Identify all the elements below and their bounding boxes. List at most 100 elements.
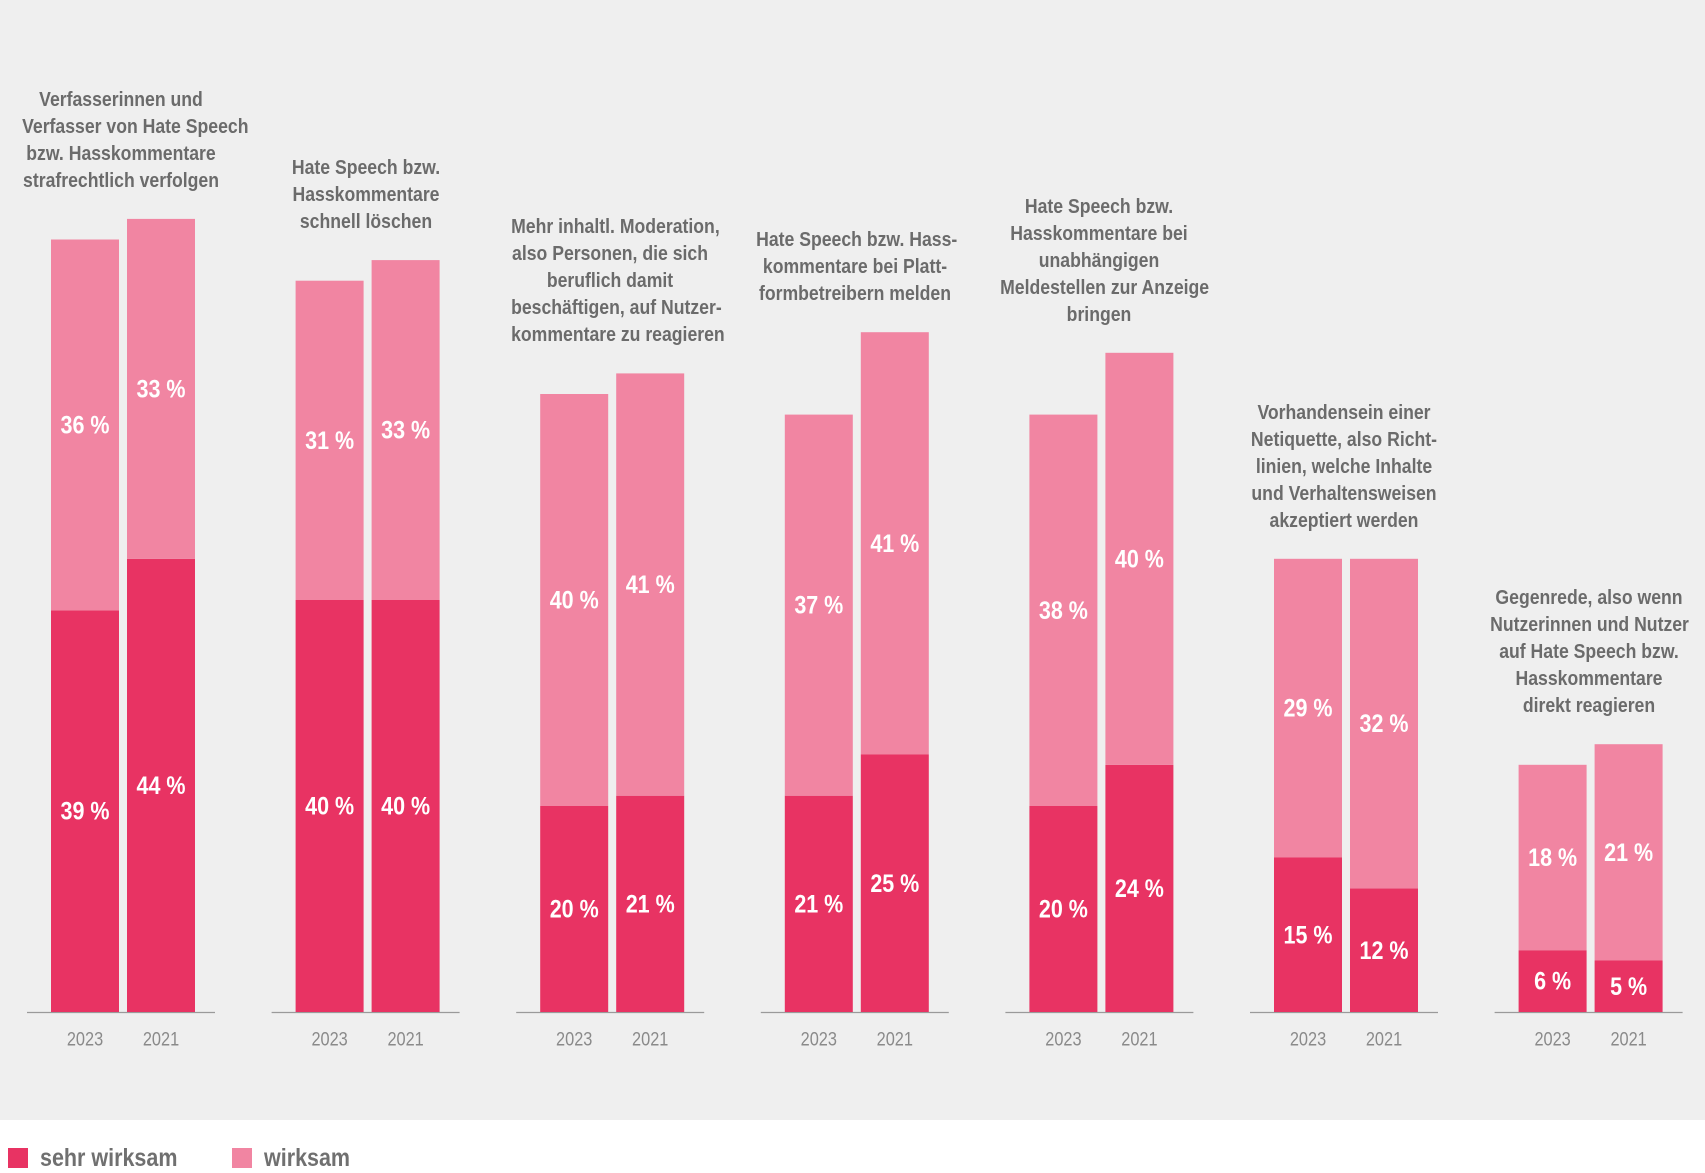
- bar-wirksam-2021-group-5: [1350, 558, 1418, 889]
- value-label-sehr-wirksam-2023-group-6-wrapper: 6 %: [1534, 967, 1571, 995]
- bar-wirksam-2021-group-6: [1594, 744, 1663, 961]
- year-label-2023-group-3: 2023: [801, 1028, 837, 1049]
- value-label-sehr-wirksam-2021-group-0-wrapper: 44 %: [137, 771, 186, 799]
- year-label-2023-group-5-wrapper: 2023: [1290, 1028, 1326, 1049]
- year-label-2023-group-6: 2023: [1534, 1028, 1570, 1049]
- value-label-wirksam-2023-group-1-wrapper: 31 %: [305, 426, 354, 454]
- bar-wirksam-2021-group-0: [127, 218, 195, 559]
- year-label-2021-group-5: 2021: [1366, 1028, 1402, 1049]
- group-title-3-line-0: Hate Speech bzw. Hass-: [755, 228, 958, 252]
- bar-sehr-wirksam-2023-group-6: [1518, 950, 1587, 1012]
- year-label-2023-group-3-wrapper: 2023: [801, 1028, 837, 1049]
- value-label-sehr-wirksam-2021-group-5-wrapper: 12 %: [1360, 936, 1409, 964]
- value-label-wirksam-2021-group-6: 21 %: [1604, 838, 1653, 866]
- group-title-0-line-3: strafrechtlich verfolgen: [23, 168, 219, 192]
- value-label-sehr-wirksam-2021-group-4-wrapper: 24 %: [1115, 874, 1164, 902]
- bar-sehr-wirksam-2023-group-5: [1274, 857, 1342, 1012]
- group-title-2-line-4: kommentare zu reagieren: [511, 323, 725, 347]
- value-label-wirksam-2023-group-3: 37 %: [794, 591, 843, 619]
- bar-sehr-wirksam-2023-group-3: [784, 795, 853, 1012]
- value-label-wirksam-2023-group-2: 40 %: [550, 586, 599, 614]
- value-label-wirksam-2023-group-0: 36 %: [61, 411, 110, 439]
- legend-label-wirksam: wirksam: [263, 1143, 350, 1172]
- value-label-sehr-wirksam-2021-group-2-wrapper: 21 %: [626, 890, 675, 918]
- value-label-sehr-wirksam-2023-group-2-wrapper: 20 %: [550, 895, 599, 923]
- year-label-2023-group-2-wrapper: 2023: [556, 1028, 592, 1049]
- group-title-1-line-0: Hate Speech bzw.: [291, 156, 440, 180]
- value-label-sehr-wirksam-2023-group-0-wrapper: 39 %: [61, 797, 110, 825]
- group-title-6-line-0: Gegenrede, also wenn: [1495, 586, 1683, 610]
- value-label-sehr-wirksam-2021-group-2: 21 %: [626, 890, 675, 918]
- group-title-5-line-4: akzeptiert werden: [1269, 508, 1419, 532]
- group-title-1-line-1: Hasskommentare: [292, 183, 440, 207]
- group-title-3-line-2: formbetreibern melden: [758, 282, 951, 306]
- value-label-sehr-wirksam-2021-group-3: 25 %: [870, 869, 919, 897]
- bar-wirksam-2021-group-1: [371, 260, 440, 600]
- year-label-2023-group-1-wrapper: 2023: [311, 1028, 347, 1049]
- bar-sehr-wirksam-2023-group-2: [540, 806, 609, 1012]
- group-title-2: Mehr inhaltl. Moderation, also Personen, …: [511, 213, 725, 348]
- year-label-2021-group-6-wrapper: 2021: [1610, 1028, 1646, 1049]
- value-label-sehr-wirksam-2023-group-4-wrapper: 20 %: [1039, 895, 1088, 923]
- bar-sehr-wirksam-2021-group-0: [127, 558, 195, 1012]
- bar-wirksam-2023-group-1: [295, 280, 364, 600]
- group-title-4-line-2: unabhängigen: [1039, 248, 1160, 272]
- value-label-sehr-wirksam-2023-group-5-wrapper: 15 %: [1284, 921, 1333, 949]
- value-label-wirksam-2021-group-4: 40 %: [1115, 545, 1164, 573]
- group-title-1-line-2: schnell löschen: [299, 210, 432, 234]
- bar-sehr-wirksam-2023-group-1: [295, 600, 364, 1012]
- group-title-0-line-1: Verfasser von Hate Speech: [22, 114, 249, 138]
- value-label-wirksam-2023-group-5-wrapper: 29 %: [1284, 694, 1333, 722]
- year-label-2021-group-5-wrapper: 2021: [1366, 1028, 1402, 1049]
- year-label-2021-group-1: 2021: [387, 1028, 423, 1049]
- bar-wirksam-2023-group-2: [540, 394, 609, 806]
- value-label-wirksam-2023-group-3-wrapper: 37 %: [794, 591, 843, 619]
- value-label-wirksam-2021-group-6-wrapper: 21 %: [1604, 838, 1653, 866]
- year-label-2021-group-3: 2021: [877, 1028, 913, 1049]
- value-label-sehr-wirksam-2021-group-4: 24 %: [1115, 874, 1164, 902]
- year-label-2023-group-6-wrapper: 2023: [1534, 1028, 1570, 1049]
- group-title-0-line-2: bzw. Hasskommentare: [26, 141, 216, 165]
- value-label-sehr-wirksam-2021-group-1-wrapper: 40 %: [381, 792, 430, 820]
- value-label-wirksam-2021-group-1: 33 %: [381, 416, 430, 444]
- group-title-5-line-0: Vorhandensein einer: [1257, 400, 1431, 424]
- value-label-sehr-wirksam-2021-group-3-wrapper: 25 %: [870, 869, 919, 897]
- legend: sehr wirksam wirksam: [8, 1143, 396, 1173]
- bar-sehr-wirksam-2021-group-1: [371, 600, 440, 1012]
- bar-wirksam-2021-group-2: [616, 373, 685, 796]
- bar-sehr-wirksam-2023-group-0: [51, 610, 119, 1012]
- value-label-sehr-wirksam-2021-group-5: 12 %: [1360, 936, 1409, 964]
- group-title-5-line-2: linien, welche Inhalte: [1255, 454, 1433, 478]
- value-label-wirksam-2021-group-2: 41 %: [626, 571, 675, 599]
- year-label-2023-group-2: 2023: [556, 1028, 592, 1049]
- group-title-5-line-1: Netiquette, also Richt-: [1250, 427, 1438, 451]
- value-label-sehr-wirksam-2023-group-5: 15 %: [1284, 921, 1333, 949]
- year-label-2023-group-0-wrapper: 2023: [67, 1028, 103, 1049]
- value-label-sehr-wirksam-2023-group-1: 40 %: [305, 792, 354, 820]
- value-label-wirksam-2021-group-3-wrapper: 41 %: [870, 529, 919, 557]
- value-label-sehr-wirksam-2023-group-2: 20 %: [550, 895, 599, 923]
- value-label-wirksam-2023-group-4-wrapper: 38 %: [1039, 596, 1088, 624]
- legend-swatch-wirksam: [231, 1148, 252, 1168]
- value-label-wirksam-2023-group-4: 38 %: [1039, 596, 1088, 624]
- year-label-2021-group-1-wrapper: 2021: [387, 1028, 423, 1049]
- group-title-2-line-0: Mehr inhaltl. Moderation,: [511, 215, 720, 239]
- group-title-4-line-4: bringen: [1067, 302, 1132, 326]
- group-title-6-line-4: direkt reagieren: [1522, 694, 1655, 718]
- year-label-2023-group-5: 2023: [1290, 1028, 1326, 1049]
- value-label-sehr-wirksam-2021-group-6-wrapper: 5 %: [1610, 972, 1647, 1000]
- group-title-2-line-2: beruflich damit: [547, 269, 674, 293]
- group-title-1: Hate Speech bzw. Hasskommentare schnell lö…: [267, 154, 465, 235]
- value-label-wirksam-2021-group-3: 41 %: [870, 529, 919, 557]
- year-label-2021-group-6: 2021: [1610, 1028, 1646, 1049]
- legend-item-sehr-wirksam: sehr wirksam: [8, 1144, 200, 1173]
- value-label-wirksam-2021-group-5: 32 %: [1360, 710, 1409, 738]
- group-title-0: Verfasserinnen und Verfasser von Hate Spe…: [22, 86, 249, 194]
- year-label-2021-group-0: 2021: [143, 1028, 179, 1049]
- group-title-6: Gegenrede, also wenn Nutzerinnen und Nutz…: [1490, 584, 1689, 719]
- group-title-2-line-1: also Personen, die sich: [512, 242, 709, 266]
- year-label-2021-group-0-wrapper: 2021: [143, 1028, 179, 1049]
- value-label-wirksam-2021-group-2-wrapper: 41 %: [626, 571, 675, 599]
- year-label-2021-group-2: 2021: [632, 1028, 668, 1049]
- bar-wirksam-2023-group-5: [1274, 558, 1342, 858]
